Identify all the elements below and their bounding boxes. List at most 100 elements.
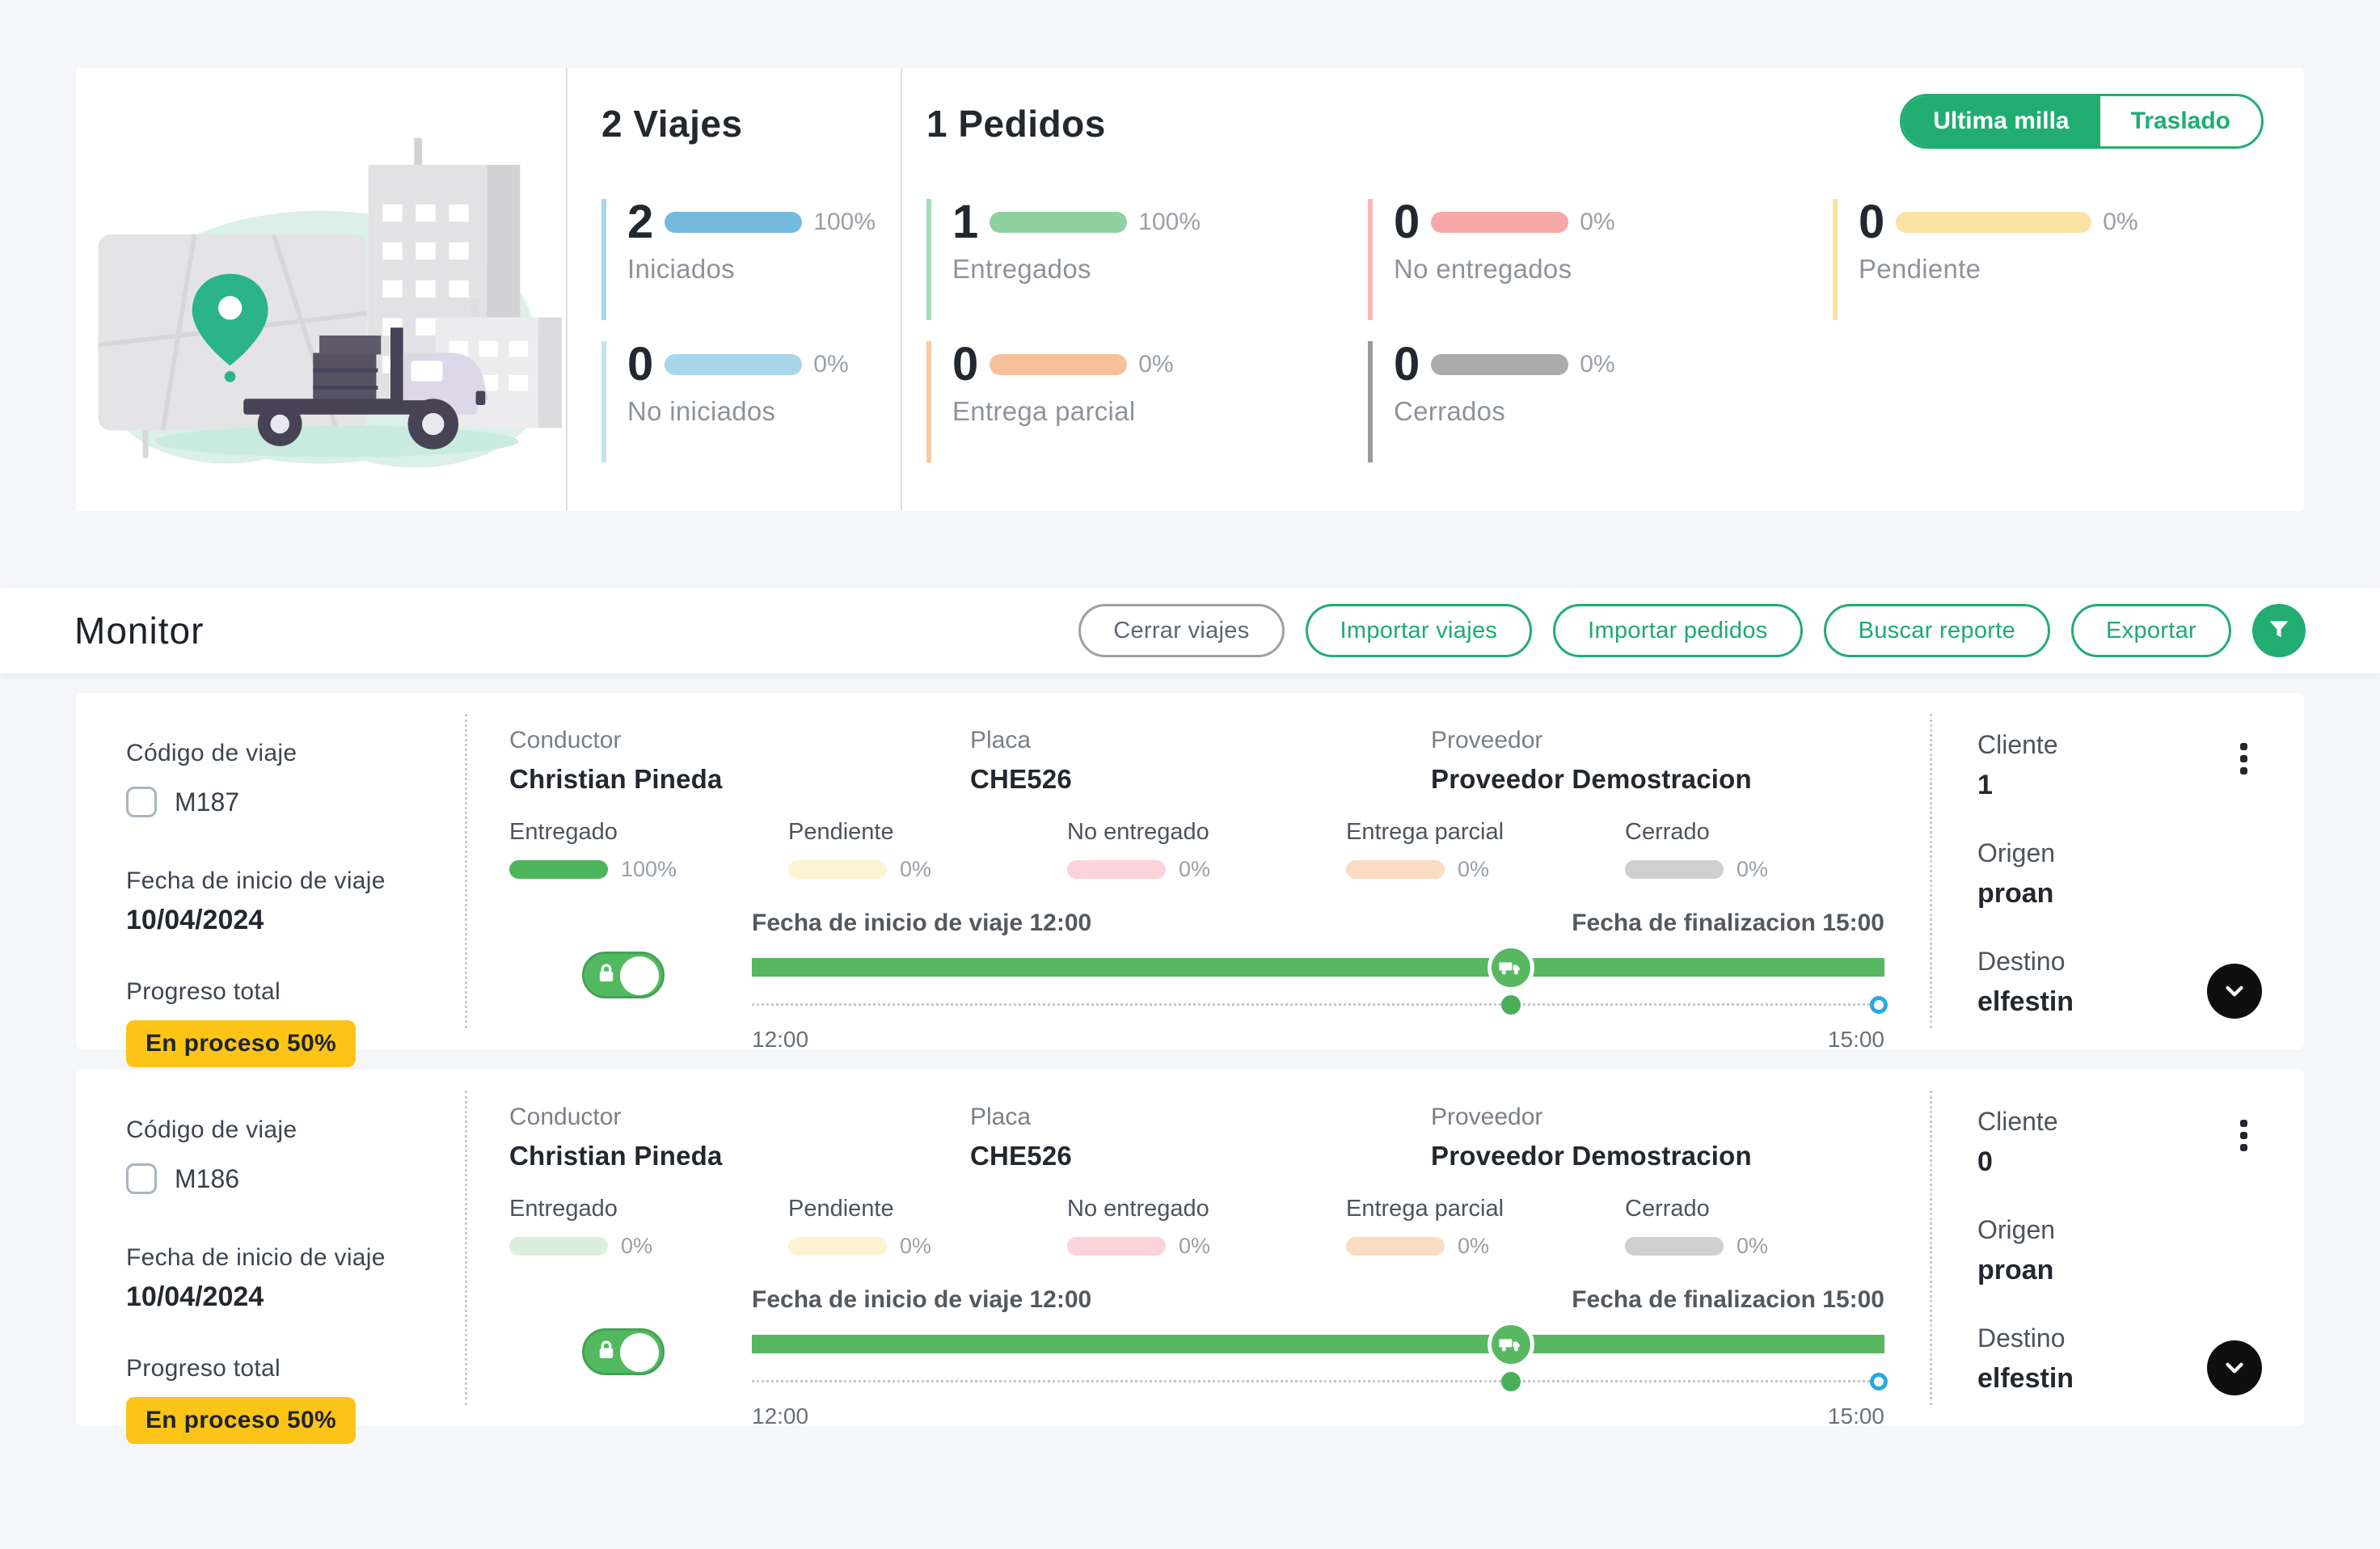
stat-label: Pendiente (1859, 254, 1981, 284)
stat-progress-bar (665, 212, 803, 233)
stat-label: No entregados (1394, 254, 1572, 284)
stat-iniciados: 2 100% Iniciados (601, 199, 901, 320)
chevron-down-icon (2226, 1362, 2243, 1374)
stat-progress-bar (1431, 354, 1569, 375)
proveedor-value: Proveedor Demostracion (1431, 764, 1752, 794)
trip-checkbox[interactable] (126, 787, 157, 817)
timeline-track[interactable] (752, 943, 1884, 991)
filter-button[interactable] (2252, 604, 2306, 657)
trip-stat-entrega-parcial: Entrega parcial 0% (1346, 819, 1625, 882)
stat-value: 0 (1394, 196, 1420, 248)
stat-percentage: 0% (1580, 209, 1615, 235)
mini-stat-pct: 0% (900, 857, 932, 881)
toggle-knob (620, 1333, 659, 1372)
city-truck-illustration-svg (98, 137, 563, 468)
lock-icon (594, 961, 618, 990)
truck-position-marker[interactable] (1487, 943, 1534, 991)
timeline-track[interactable] (752, 1320, 1884, 1368)
proveedor-value: Proveedor Demostracion (1431, 1141, 1752, 1171)
destino-label: Destino (1977, 947, 2066, 976)
mini-stat-pct: 100% (621, 857, 677, 881)
mini-stat-label: Pendiente (788, 1196, 894, 1222)
expand-card-button[interactable] (2207, 964, 2262, 1019)
end-handle[interactable] (1870, 996, 1888, 1014)
trip-stat-pendiente: Pendiente 0% (788, 1196, 1067, 1259)
mode-toggle[interactable]: Ultima milla Traslado (1900, 94, 2264, 149)
progress-handle[interactable] (1500, 1372, 1521, 1391)
end-handle[interactable] (1870, 1373, 1888, 1391)
lock-toggle[interactable] (582, 1328, 665, 1375)
mini-stat-bar (788, 1237, 887, 1256)
stat-entregados: 1 100% Entregados (926, 199, 1368, 320)
placa-label: Placa (970, 1104, 1032, 1130)
kebab-menu-icon[interactable] (2237, 1116, 2251, 1154)
mini-stat-label: Entregado (509, 1196, 618, 1222)
mini-stat-bar (1067, 860, 1166, 879)
toggle-traslado[interactable]: Traslado (2130, 108, 2230, 134)
exportar-button[interactable]: Exportar (2071, 604, 2231, 657)
timeline-end-time: 15:00 (1827, 1027, 1884, 1052)
conductor-value: Christian Pineda (509, 1141, 723, 1171)
fecha-inicio-value: 10/04/2024 (126, 905, 264, 935)
cliente-label: Cliente (1977, 1107, 2058, 1136)
monitor-toolbar: Monitor Cerrar viajes Importar viajes Im… (0, 588, 2380, 673)
mini-stat-bar (509, 1237, 608, 1256)
expand-card-button[interactable] (2207, 1340, 2262, 1395)
page-title: Monitor (74, 610, 205, 652)
importar-viajes-button[interactable]: Importar viajes (1305, 604, 1533, 657)
chevron-down-icon (2226, 986, 2243, 997)
viajes-column: 2 Viajes 2 100% Iniciados 0 0% No inicia… (568, 68, 901, 511)
dotted-divider (1930, 1091, 1932, 1405)
fecha-inicio-label: Fecha de inicio de viaje (126, 867, 386, 894)
stat-entrega-parcial: 0 0% Entrega parcial (926, 341, 1368, 462)
importar-pedidos-button[interactable]: Importar pedidos (1553, 604, 1803, 657)
mini-stat-bar (788, 860, 887, 879)
placa-value: CHE526 (970, 1141, 1072, 1171)
mini-stat-label: Cerrado (1625, 1196, 1710, 1222)
timeline-start-time: 12:00 (752, 1027, 809, 1052)
stat-no-entregados: 0 0% No entregados (1368, 199, 1833, 320)
toggle-knob (620, 956, 659, 995)
destino-label: Destino (1977, 1323, 2066, 1353)
mini-stat-label: Entrega parcial (1346, 819, 1504, 845)
trip-checkbox[interactable] (126, 1163, 157, 1194)
summary-panel: 2 Viajes 2 100% Iniciados 0 0% No inicia… (76, 68, 2304, 511)
timeline-start-label: Fecha de inicio de viaje 12:00 (752, 910, 1092, 936)
conductor-label: Conductor (509, 727, 622, 753)
codigo-viaje-label: Código de viaje (126, 1116, 298, 1143)
mini-stat-pct: 0% (1179, 1234, 1211, 1258)
destino-value: elfestin (1977, 1363, 2074, 1394)
lock-toggle[interactable] (582, 952, 665, 998)
origen-value: proan (1977, 878, 2054, 909)
stat-progress-bar (1431, 212, 1569, 233)
stat-progress-bar (990, 212, 1128, 233)
mini-stat-bar (1625, 860, 1724, 879)
city-truck-illustration (76, 68, 566, 511)
dotted-divider (465, 1091, 467, 1405)
fecha-inicio-label: Fecha de inicio de viaje (126, 1244, 386, 1271)
stat-progress-bar (1896, 212, 2092, 233)
buscar-reporte-button[interactable]: Buscar reporte (1823, 604, 2050, 657)
truck-position-marker[interactable] (1487, 1320, 1534, 1368)
stat-value: 0 (627, 338, 654, 390)
toggle-ultima-milla[interactable]: Ultima milla (1902, 96, 2100, 146)
mini-stat-label: Cerrado (1625, 819, 1710, 845)
kebab-menu-icon[interactable] (2237, 740, 2251, 778)
mini-stat-label: No entregado (1067, 819, 1209, 845)
stat-percentage: 0% (1138, 351, 1174, 378)
stat-value: 2 (627, 196, 654, 248)
proveedor-label: Proveedor (1431, 727, 1543, 753)
progress-handle[interactable] (1500, 995, 1521, 1015)
progress-status-badge: En proceso 50% (126, 1020, 356, 1067)
trip-timeline: Fecha de inicio de viaje 12:00 Fecha de … (752, 910, 1888, 1053)
trip-stat-entregado: Entregado 100% (509, 819, 788, 882)
timeline-dotted-rail (752, 1003, 1884, 1006)
mini-stat-label: No entregado (1067, 1196, 1209, 1222)
cliente-value: 0 (1977, 1146, 1993, 1177)
stat-no-iniciados: 0 0% No iniciados (601, 341, 901, 462)
stat-percentage: 0% (1580, 351, 1615, 378)
vertical-divider (566, 68, 568, 511)
mini-stat-label: Pendiente (788, 819, 894, 845)
cerrar-viajes-button[interactable]: Cerrar viajes (1078, 604, 1285, 657)
cliente-label: Cliente (1977, 730, 2058, 759)
